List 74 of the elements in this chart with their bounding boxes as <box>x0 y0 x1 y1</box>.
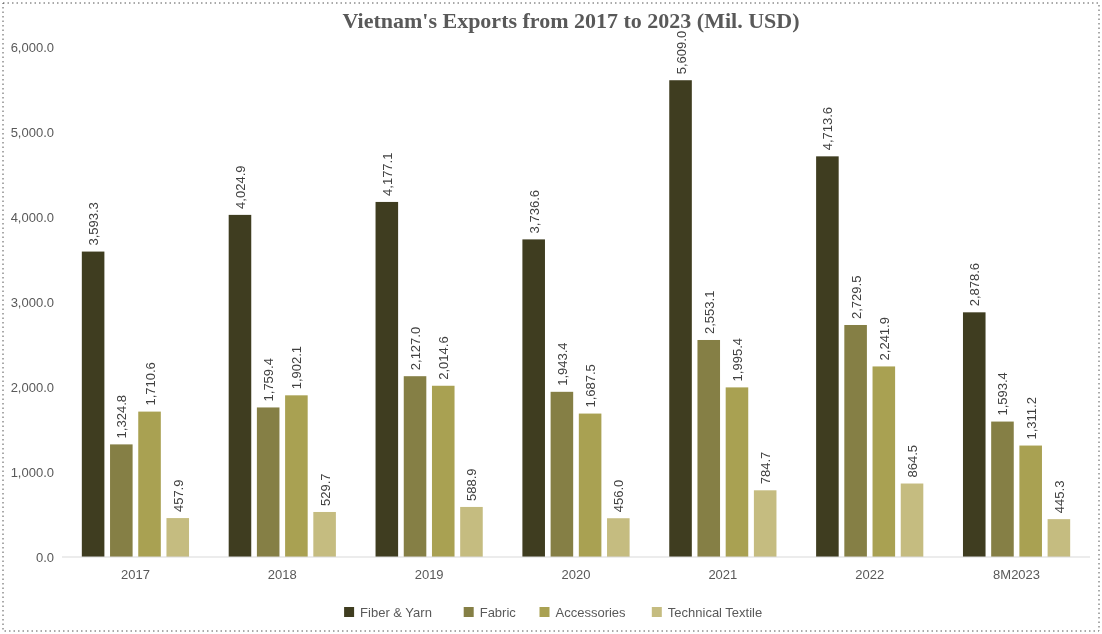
data-label: 5,609.0 <box>673 30 689 75</box>
bar <box>81 251 105 557</box>
y-tick-label: 3,000.0 <box>10 294 54 310</box>
bar <box>256 407 280 557</box>
data-label: 1,995.4 <box>729 338 745 382</box>
data-label: 2,878.6 <box>967 262 983 307</box>
data-label: 784.7 <box>758 451 774 485</box>
bar <box>962 312 986 557</box>
data-label: 1,311.2 <box>1023 397 1039 440</box>
data-label: 2,127.0 <box>408 326 424 371</box>
data-label: 1,324.8 <box>114 395 130 439</box>
x-tick-label: 2017 <box>120 567 150 582</box>
bar <box>313 511 336 557</box>
x-tick-label: 2021 <box>708 567 738 582</box>
y-tick-label: 4,000.0 <box>10 209 54 225</box>
bar <box>1047 519 1071 557</box>
bar <box>550 391 574 557</box>
y-tick-label: 5,000.0 <box>10 124 54 140</box>
bar <box>403 376 427 557</box>
bar <box>900 483 924 557</box>
data-label: 2,241.9 <box>876 317 892 361</box>
y-tick-label: 2,000.0 <box>10 379 54 395</box>
bar <box>166 518 190 557</box>
legend-label: Fabric <box>479 604 517 620</box>
data-label: 1,593.4 <box>995 372 1011 416</box>
bar <box>1019 445 1042 557</box>
data-label: 4,713.6 <box>820 106 836 151</box>
data-label: 4,177.1 <box>379 152 395 196</box>
bar <box>753 490 777 557</box>
x-tick-label: 2022 <box>855 567 885 582</box>
bar <box>816 156 839 557</box>
bar <box>375 201 399 557</box>
y-tick-label: 1,000.0 <box>10 464 54 480</box>
y-tick-label: 0.0 <box>35 549 54 565</box>
data-label: 2,729.5 <box>848 275 864 319</box>
bar <box>110 444 133 557</box>
data-label: 1,710.6 <box>142 362 158 406</box>
bar <box>228 214 252 557</box>
legend-label: Technical Textile <box>667 604 763 620</box>
bar <box>669 80 692 557</box>
bar <box>578 413 602 557</box>
data-label: 445.3 <box>1051 480 1067 514</box>
data-label: 4,024.9 <box>232 165 248 209</box>
bar <box>138 411 161 557</box>
y-tick-label: 6,000.0 <box>10 39 54 55</box>
x-tick-label: 2019 <box>414 567 444 582</box>
x-tick-label: 2020 <box>561 567 591 582</box>
data-label: 1,902.1 <box>289 345 305 390</box>
data-label: 456.0 <box>611 479 627 513</box>
bar <box>991 421 1014 557</box>
x-tick-label: 8M2023 <box>993 567 1041 582</box>
bar <box>844 324 867 557</box>
data-label: 1,943.4 <box>554 342 570 386</box>
data-label: 1,687.5 <box>583 364 599 408</box>
bar <box>725 387 749 557</box>
data-label: 457.9 <box>170 479 186 513</box>
bar <box>431 385 455 557</box>
data-label: 2,014.6 <box>436 336 452 380</box>
legend-label: Fiber & Yarn <box>360 604 432 620</box>
data-label: 2,553.1 <box>701 290 717 334</box>
x-tick-label: 2018 <box>267 567 297 582</box>
data-label: 864.5 <box>905 444 921 478</box>
legend-label: Accessories <box>555 604 627 620</box>
data-label: 1,759.4 <box>261 358 277 402</box>
bar <box>460 506 483 557</box>
data-label: 529.7 <box>317 473 333 506</box>
bar <box>285 395 308 557</box>
bar <box>522 239 545 557</box>
bar <box>872 366 896 557</box>
data-label: 3,593.3 <box>86 202 102 246</box>
data-label: 3,736.6 <box>526 190 542 234</box>
data-label: 588.9 <box>464 468 480 501</box>
bar <box>607 518 630 557</box>
bar <box>697 339 721 557</box>
